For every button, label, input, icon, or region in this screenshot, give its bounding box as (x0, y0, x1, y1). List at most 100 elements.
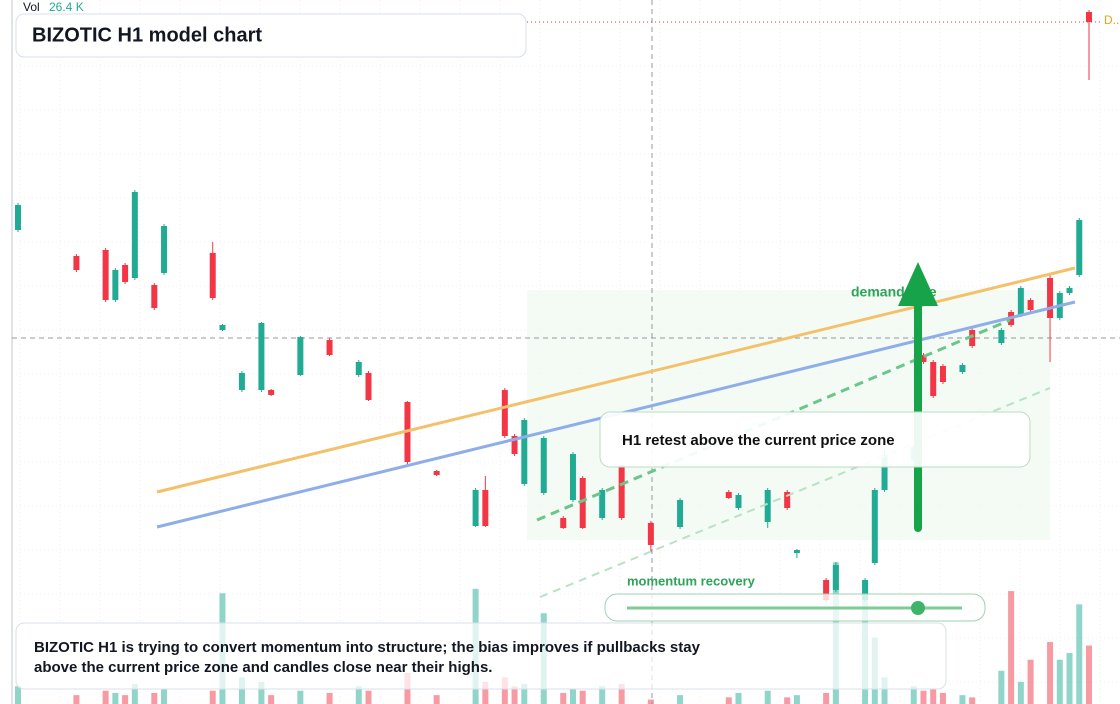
volume-bar (618, 684, 625, 704)
candle-body (268, 390, 275, 395)
volume-bar (161, 688, 168, 704)
candle-body (969, 330, 976, 346)
candle-body (793, 550, 800, 553)
candle-layer (15, 10, 1092, 602)
candle-body (1086, 12, 1092, 22)
volume-bar (1017, 681, 1024, 704)
candle-body (511, 436, 518, 454)
candle-body (1017, 288, 1024, 315)
volume-bar (151, 692, 158, 704)
candle-body (355, 362, 362, 375)
volume-bar (112, 692, 119, 704)
volume-bar (910, 686, 917, 704)
volume-bar (433, 695, 440, 704)
caption-line: BIZOTIC H1 is trying to convert momentum… (34, 639, 701, 656)
candle-body (161, 226, 168, 273)
volume-bar (268, 695, 275, 704)
volume-bar (258, 681, 265, 704)
candle-body (501, 390, 508, 436)
candle-body (998, 330, 1005, 343)
title-box (15, 13, 527, 58)
candle-body (881, 455, 888, 490)
candle-body (569, 454, 576, 500)
candle-body (238, 373, 245, 390)
candle-body (122, 265, 129, 282)
candle-body (151, 285, 158, 308)
candle-body (258, 323, 265, 390)
price-tag-label: D... (1104, 13, 1120, 27)
volume-bar (677, 695, 684, 704)
volume-bar (355, 686, 362, 704)
volume-bar (1076, 604, 1083, 704)
candle-body (871, 490, 878, 563)
candle-body (1027, 300, 1034, 310)
volume-bar (122, 695, 129, 704)
candle-body (1076, 220, 1083, 275)
retest-label: H1 retest above the current price zone (622, 432, 895, 449)
volume-bar (1027, 659, 1034, 704)
candle-body (599, 490, 606, 518)
candle-body (560, 518, 567, 528)
volume-bar (521, 684, 528, 704)
slider-knob (911, 601, 925, 615)
candle-body (647, 523, 654, 545)
volume-bar (365, 690, 372, 704)
candle-body (209, 253, 216, 298)
volume-bar (1086, 645, 1092, 704)
volume-bar (1056, 659, 1063, 704)
volume-bar (599, 686, 606, 704)
candle-body (930, 362, 937, 396)
candle-body (540, 438, 547, 493)
volume-bar (939, 692, 946, 704)
volume-bar (998, 670, 1005, 704)
momentum-label: momentum recovery (627, 573, 756, 588)
candle-body (219, 325, 226, 330)
candle-body (482, 490, 489, 526)
volume-bar (102, 690, 109, 704)
candle-body (784, 492, 791, 508)
volume-bar (15, 686, 21, 704)
candle-body (579, 478, 586, 528)
volume-bar (793, 695, 800, 704)
volume-bar (560, 692, 567, 704)
volume-bar (1047, 642, 1054, 704)
volume-bar (511, 686, 518, 704)
volume-bar (579, 690, 586, 704)
volume-bar (238, 677, 245, 704)
candle-body (102, 250, 109, 300)
candle-body (959, 365, 966, 372)
candle-body (832, 565, 839, 590)
lower-channel-line (539, 387, 1051, 598)
volume-name: Vol (23, 0, 40, 14)
candle-body (735, 495, 742, 508)
candle-body (764, 490, 771, 522)
volume-bar (1066, 653, 1073, 704)
candle-body (862, 580, 869, 600)
caption-box (15, 622, 947, 690)
candle-body (433, 471, 440, 475)
volume-value: 26.4 K (49, 0, 84, 14)
volume-bar (881, 677, 888, 704)
candle-body (939, 366, 946, 382)
arrow-head (898, 262, 938, 306)
candle-body (1066, 288, 1073, 293)
volume-bar (725, 697, 732, 704)
caption-line: above the current price zone and candles… (34, 659, 492, 676)
volume-bar (482, 681, 489, 704)
candle-body (920, 355, 927, 362)
volume-bar (131, 684, 138, 704)
volume-bar (930, 688, 937, 704)
volume-bar (920, 690, 927, 704)
retest-callout (599, 411, 1031, 468)
volume-bar (764, 690, 771, 704)
candle-body (521, 420, 528, 484)
volume-bar (647, 699, 654, 704)
candle-body (73, 256, 80, 270)
candle-body (725, 492, 732, 498)
volume-bar (959, 695, 966, 704)
candle-body (472, 490, 479, 526)
volume-bar (1008, 591, 1015, 704)
volume-bar (501, 677, 508, 704)
volume-bar (73, 695, 80, 704)
